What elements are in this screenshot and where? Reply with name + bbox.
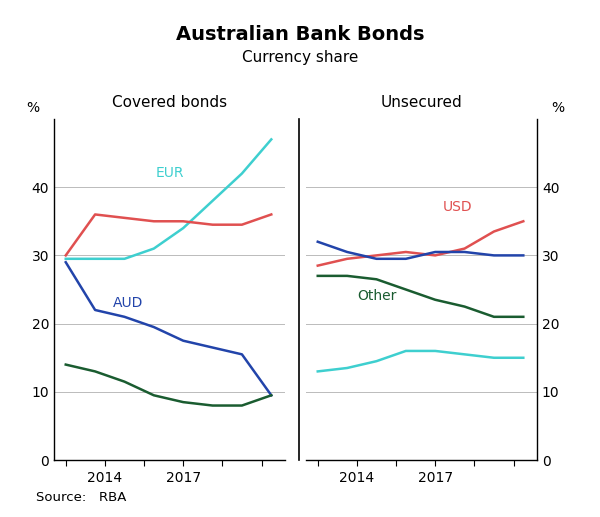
Text: Other: Other xyxy=(357,289,396,303)
Text: Covered bonds: Covered bonds xyxy=(112,95,227,111)
Text: Unsecured: Unsecured xyxy=(380,95,463,111)
Text: USD: USD xyxy=(443,200,473,214)
Text: %: % xyxy=(26,101,40,115)
Text: Australian Bank Bonds: Australian Bank Bonds xyxy=(176,25,424,44)
Text: Currency share: Currency share xyxy=(242,50,358,65)
Text: AUD: AUD xyxy=(113,296,143,310)
Text: %: % xyxy=(551,101,565,115)
Text: EUR: EUR xyxy=(156,166,184,180)
Text: Source:   RBA: Source: RBA xyxy=(36,491,127,504)
